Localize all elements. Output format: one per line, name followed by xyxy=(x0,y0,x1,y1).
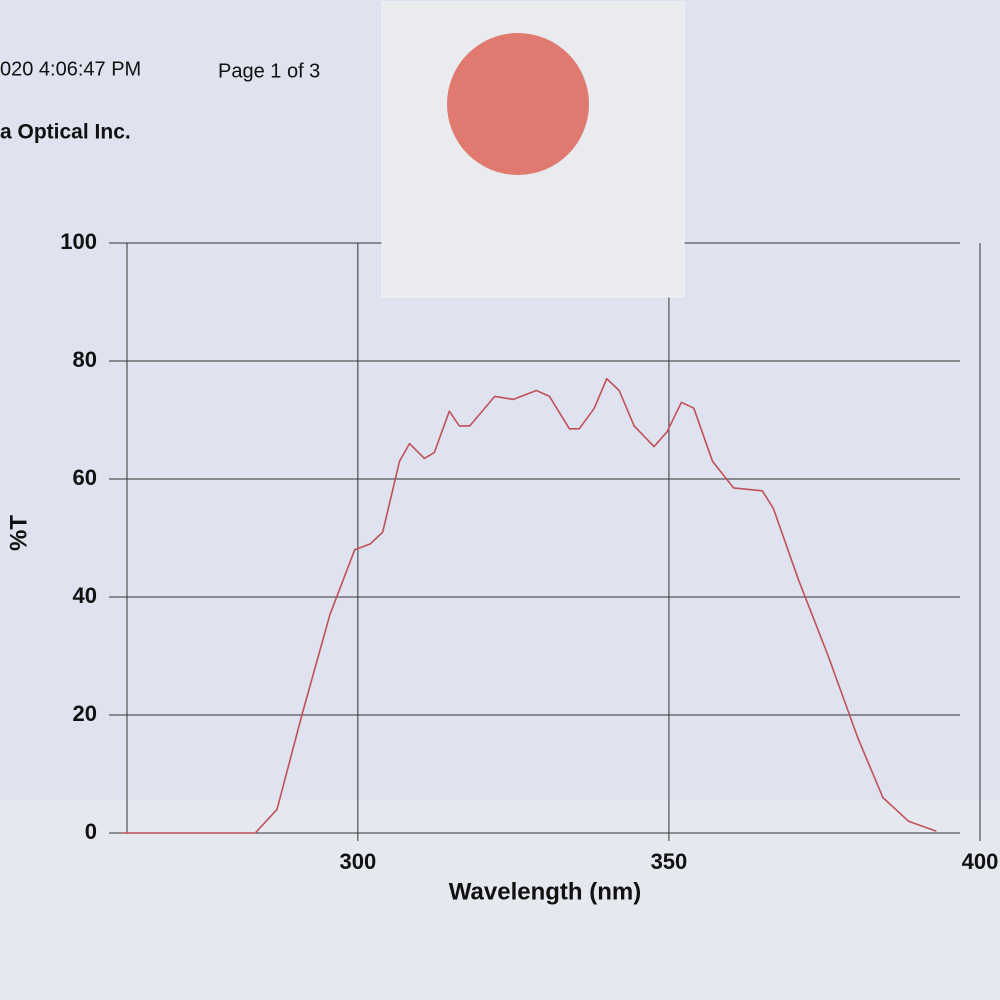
x-tick-label: 400 xyxy=(962,849,999,874)
y-axis-label: %T xyxy=(5,515,32,551)
y-tick-label: 60 xyxy=(73,465,97,490)
sample-filter xyxy=(381,1,685,298)
data-line xyxy=(121,377,937,834)
x-axis-label: Wavelength (nm) xyxy=(449,878,641,905)
y-tick-label: 40 xyxy=(73,583,97,608)
y-tick-label: 20 xyxy=(73,701,97,726)
company: a Optical Inc. xyxy=(0,121,131,144)
plot-area: 0 20 40 60 80 100 300 350 400 xyxy=(60,229,998,874)
y-tick-label: 0 xyxy=(85,819,97,844)
x-tick-label: 300 xyxy=(339,849,376,874)
y-tick-label: 80 xyxy=(73,347,97,372)
y-tick-label: 100 xyxy=(60,229,97,254)
filter-disc xyxy=(447,33,589,175)
header-date: 020 4:06:47 PM xyxy=(0,58,141,80)
x-tick-label: 350 xyxy=(651,849,688,874)
header-page: Page 1 of 3 xyxy=(218,60,320,82)
